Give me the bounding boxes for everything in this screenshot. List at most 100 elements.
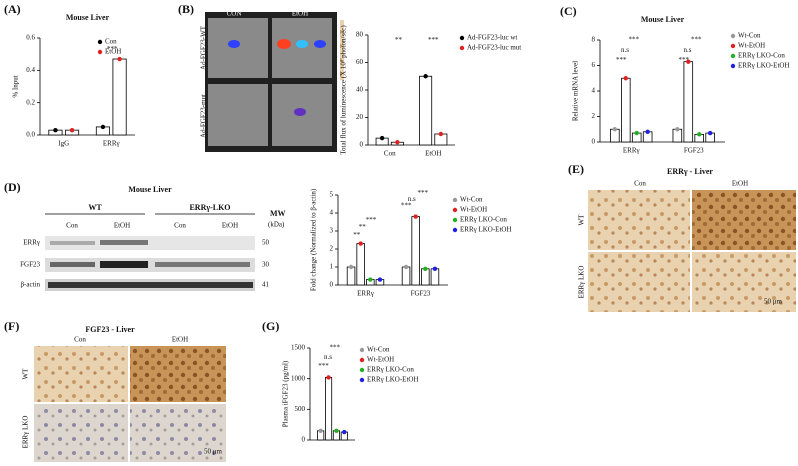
micrograph [692,190,796,250]
image-title: ERRγ - Liver [667,167,713,176]
point [413,214,418,219]
point [117,56,122,62]
legend-label: Ad-FGF23-luc mut [467,44,521,52]
micrograph [34,404,128,462]
y-tick-label: 0.6 [26,34,35,42]
point [395,140,400,145]
mw-label: MW [270,209,286,218]
colorbar [340,20,344,80]
legend-label: ERRγ LKO-EtOH [460,226,512,234]
legend-marker [97,39,103,45]
bar [419,75,433,146]
band [48,282,253,288]
annotation: n.s [621,46,629,54]
bar [325,377,333,441]
panel-label: (A) [4,2,21,16]
y-tick-label: 0.0 [26,131,35,139]
point [623,76,628,81]
panel-label: (G) [262,319,279,333]
panel-label: (F) [4,319,19,333]
row-label: ERRγ LKO [578,266,586,299]
panel-label: (E) [568,162,584,176]
legend-label: EtOH [105,48,121,56]
mice [208,84,268,146]
legend-label: Con [105,38,117,46]
histology-f: FGF23 - Liver Con EtOH WT ERRγ LKO 50 μm [22,325,226,462]
x-tick-label: Con [384,150,396,158]
point [368,277,373,282]
y-tick-label: 20 [356,113,364,121]
legend-marker [359,367,365,373]
point [612,127,618,132]
point [686,59,691,64]
signal [228,40,240,48]
legend-marker [97,49,103,55]
micrograph [130,404,226,462]
signal [314,40,326,48]
annotation: *** [679,56,690,64]
legend-marker [730,53,736,59]
y-tick-label: 0 [592,138,596,146]
panel-labels: (A) (B) (C) (D) (E) (F) (G) [4,2,584,333]
blot-strip [45,258,255,272]
x-tick-label: ERRγ [623,147,640,155]
point [432,266,438,271]
point [358,241,363,246]
column-label: EtOH [172,336,188,344]
band [50,241,95,245]
imaging: CON EtOH Ad-FGF23-WT Ad-FGF23-mut [200,10,344,152]
point [334,428,339,433]
y-tick-label: 8 [592,36,596,44]
x-tick-label: ERRγ [103,140,120,148]
blot-strip [45,236,255,250]
scale-bar: 50 μm [764,298,783,306]
charts: Mouse Liver % Input 0.0 0.2 0.4 0.6 IgG ERRγ Con… [12,13,790,444]
legend-label: Wt-EtOH [460,206,487,214]
panel-label: (C) [560,4,577,18]
y-tick-label: 1 [330,263,334,271]
histology-e: ERRγ - Liver Con EtOH WT ERRγ LKO 50 μm [578,167,796,312]
row-label: WT [22,368,30,380]
annotation: n.s [324,353,332,361]
legend-marker [359,347,365,353]
mice [208,18,268,78]
y-tick-label: 1000 [291,374,306,382]
micrograph [34,346,128,402]
annotation: *** [318,362,329,370]
legend-label: Wt-EtOH [738,42,765,50]
point [403,264,409,270]
signal [296,40,308,48]
y-tick-label: 6 [592,61,596,69]
y-tick-label: 0 [360,141,364,149]
point [675,127,680,132]
legend-label: Wt-Con [460,196,483,204]
legend-label: Wt-Con [738,32,761,40]
y-axis-label: % Input [12,75,20,97]
point [377,277,383,282]
annotation: n.s [684,46,692,54]
legend-marker [730,33,736,39]
band [100,240,148,245]
group-label: ERRγ-LKO [189,203,230,212]
chart-title: Mouse Liver [641,15,685,24]
micrograph [588,252,690,312]
band-label: β-actin [21,281,41,289]
legend-label: ERRγ LKO-Con [460,216,507,224]
row-label: WT [578,214,586,226]
legend-label: ERRγ LKO-EtOH [367,376,419,384]
western-blot: Mouse Liver WT ERRγ-LKO Con EtOH Con EtO… [20,185,286,291]
legend-marker [459,45,465,51]
y-axis-label: Relative mRNA level [572,61,580,121]
legend-marker [452,207,458,213]
y-tick-label: 0 [302,436,306,444]
bar [346,266,356,286]
y-axis-label: Plasma iFGF23 (pg/ml) [282,360,290,427]
row-label: ERRγ LKO [22,416,30,449]
y-tick-label: 80 [356,31,364,39]
bar [621,77,631,143]
row-label: Ad-FGF23-mut [200,94,208,138]
signal [277,39,291,49]
mw-label: (kDa) [268,221,285,229]
annotation: *** [330,344,341,352]
column-label: EtOH [732,180,748,188]
